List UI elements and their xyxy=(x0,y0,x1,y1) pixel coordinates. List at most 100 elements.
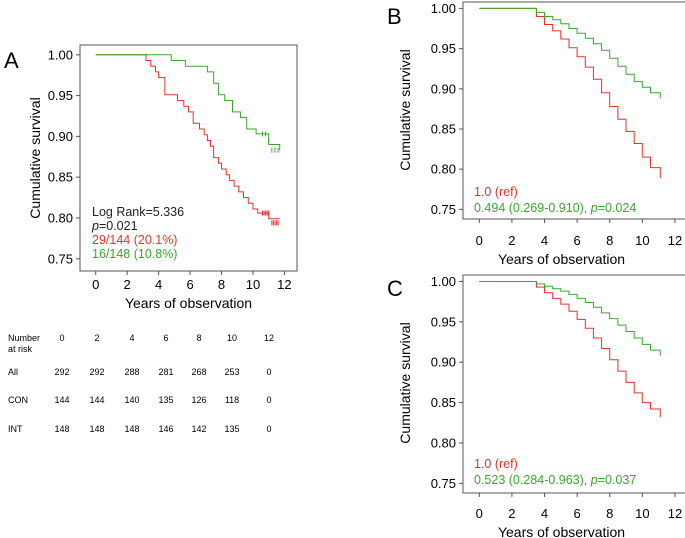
survival-line-int xyxy=(479,281,661,356)
risk-row-label: INT xyxy=(8,424,23,434)
y-tick-label: 0.80 xyxy=(431,162,456,177)
risk-time: 8 xyxy=(196,333,201,343)
panel-a-chart: 0.75 0.80 0.85 0.90 0.95 1.00 0 2 4 6 8 10 12 Years o… xyxy=(27,44,298,311)
risk-value: 135 xyxy=(158,395,173,405)
y-tick-label: 0.95 xyxy=(48,88,73,103)
annotation: 0.494 (0.269-0.910), p=0.024 xyxy=(474,201,636,215)
annotation: 16/148 (10.8%) xyxy=(92,247,177,261)
risk-header: Number xyxy=(8,333,40,343)
x-tick-label: 2 xyxy=(124,277,131,292)
risk-time: 6 xyxy=(163,333,168,343)
plot-frame xyxy=(462,1,685,220)
risk-time: 10 xyxy=(227,333,237,343)
panel-letter-b: B xyxy=(387,4,402,29)
annotation: Log Rank=5.336 xyxy=(92,205,184,219)
x-tick-label: 0 xyxy=(476,233,483,248)
risk-value: 148 xyxy=(89,424,104,434)
x-tick-label: 0 xyxy=(92,277,99,292)
risk-time: 12 xyxy=(264,333,274,343)
x-tick-label: 6 xyxy=(574,233,581,248)
x-tick-label: 6 xyxy=(186,277,193,292)
y-tick-label: 0.90 xyxy=(48,129,73,144)
x-tick-label: 8 xyxy=(218,277,225,292)
risk-value: 144 xyxy=(89,395,104,405)
y-tick-label: 0.75 xyxy=(48,251,73,266)
survival-line-int xyxy=(95,54,281,151)
risk-value: 142 xyxy=(191,424,206,434)
y-axis-title: Cumulative survival xyxy=(397,322,413,443)
x-axis-title: Years of observation xyxy=(498,251,625,267)
y-axis-title: Cumulative survival xyxy=(397,49,413,170)
risk-value: 148 xyxy=(54,424,69,434)
x-tick-label: 10 xyxy=(635,233,649,248)
x-axis-title: Years of observation xyxy=(125,295,252,311)
y-axis-title: Cumulative survival xyxy=(27,97,43,218)
risk-value: 0 xyxy=(266,367,271,377)
x-tick-label: 12 xyxy=(668,233,682,248)
y-tick-label: 0.90 xyxy=(431,355,456,370)
y-tick-label: 0.80 xyxy=(431,435,456,450)
annotation: 29/144 (20.1%) xyxy=(92,233,177,247)
risk-value: 140 xyxy=(124,395,139,405)
survival-line-con xyxy=(95,54,280,220)
x-tick-label: 10 xyxy=(635,506,649,521)
annotation: p=0.021 xyxy=(91,219,138,233)
survival-line-con xyxy=(479,281,661,418)
y-tick-label: 0.95 xyxy=(431,41,456,56)
y-tick-label: 1.00 xyxy=(431,274,456,289)
y-tick-label: 1.00 xyxy=(431,1,456,16)
panel-c-chart: 0.75 0.80 0.85 0.90 0.95 1.00 0 2 4 6 8 10 12 Years o… xyxy=(397,274,685,538)
x-tick-label: 10 xyxy=(246,277,260,292)
survival-line-int xyxy=(479,7,661,99)
risk-row-label: All xyxy=(8,367,18,377)
risk-row-label: CON xyxy=(8,395,28,405)
risk-value: 281 xyxy=(158,367,173,377)
y-tick-label: 0.90 xyxy=(431,81,456,96)
y-tick-label: 0.75 xyxy=(431,202,456,217)
risk-value: 0 xyxy=(266,424,271,434)
risk-value: 0 xyxy=(266,395,271,405)
risk-value: 146 xyxy=(158,424,173,434)
risk-value: 253 xyxy=(224,367,239,377)
y-tick-label: 0.80 xyxy=(48,210,73,225)
y-tick-label: 0.95 xyxy=(431,314,456,329)
x-tick-label: 12 xyxy=(277,277,291,292)
risk-value: 292 xyxy=(54,367,69,377)
risk-time: 0 xyxy=(59,333,64,343)
annotation: 0.523 (0.284-0.963), p=0.037 xyxy=(474,473,636,487)
x-tick-label: 2 xyxy=(508,506,515,521)
y-tick-label: 0.85 xyxy=(48,170,73,185)
annotation: 1.0 (ref) xyxy=(474,185,518,199)
risk-value: 135 xyxy=(224,424,239,434)
risk-value: 288 xyxy=(124,367,139,377)
x-tick-label: 0 xyxy=(476,506,483,521)
x-tick-label: 4 xyxy=(541,506,548,521)
plot-frame xyxy=(79,44,298,272)
risk-value: 118 xyxy=(225,395,239,405)
x-tick-label: 8 xyxy=(606,506,613,521)
panel-letter-c: C xyxy=(387,276,403,301)
y-tick-label: 1.00 xyxy=(48,47,73,62)
y-tick-label: 0.85 xyxy=(431,395,456,410)
x-axis-title: Years of observation xyxy=(498,524,625,538)
x-tick-label: 6 xyxy=(574,506,581,521)
x-tick-label: 12 xyxy=(668,506,682,521)
x-tick-label: 4 xyxy=(541,233,548,248)
risk-value: 144 xyxy=(54,395,69,405)
y-tick-label: 0.85 xyxy=(431,121,456,136)
x-tick-label: 4 xyxy=(155,277,162,292)
annotation: 1.0 (ref) xyxy=(474,457,518,471)
risk-header: at risk xyxy=(8,344,33,354)
plot-frame xyxy=(462,274,685,494)
x-tick-label: 8 xyxy=(606,233,613,248)
risk-time: 2 xyxy=(94,333,99,343)
risk-value: 268 xyxy=(191,367,206,377)
x-tick-label: 2 xyxy=(508,233,515,248)
risk-time: 4 xyxy=(129,333,134,343)
risk-value: 148 xyxy=(124,424,139,434)
y-tick-label: 0.75 xyxy=(431,476,456,491)
panel-letter-a: A xyxy=(4,48,19,73)
risk-value: 126 xyxy=(191,395,206,405)
